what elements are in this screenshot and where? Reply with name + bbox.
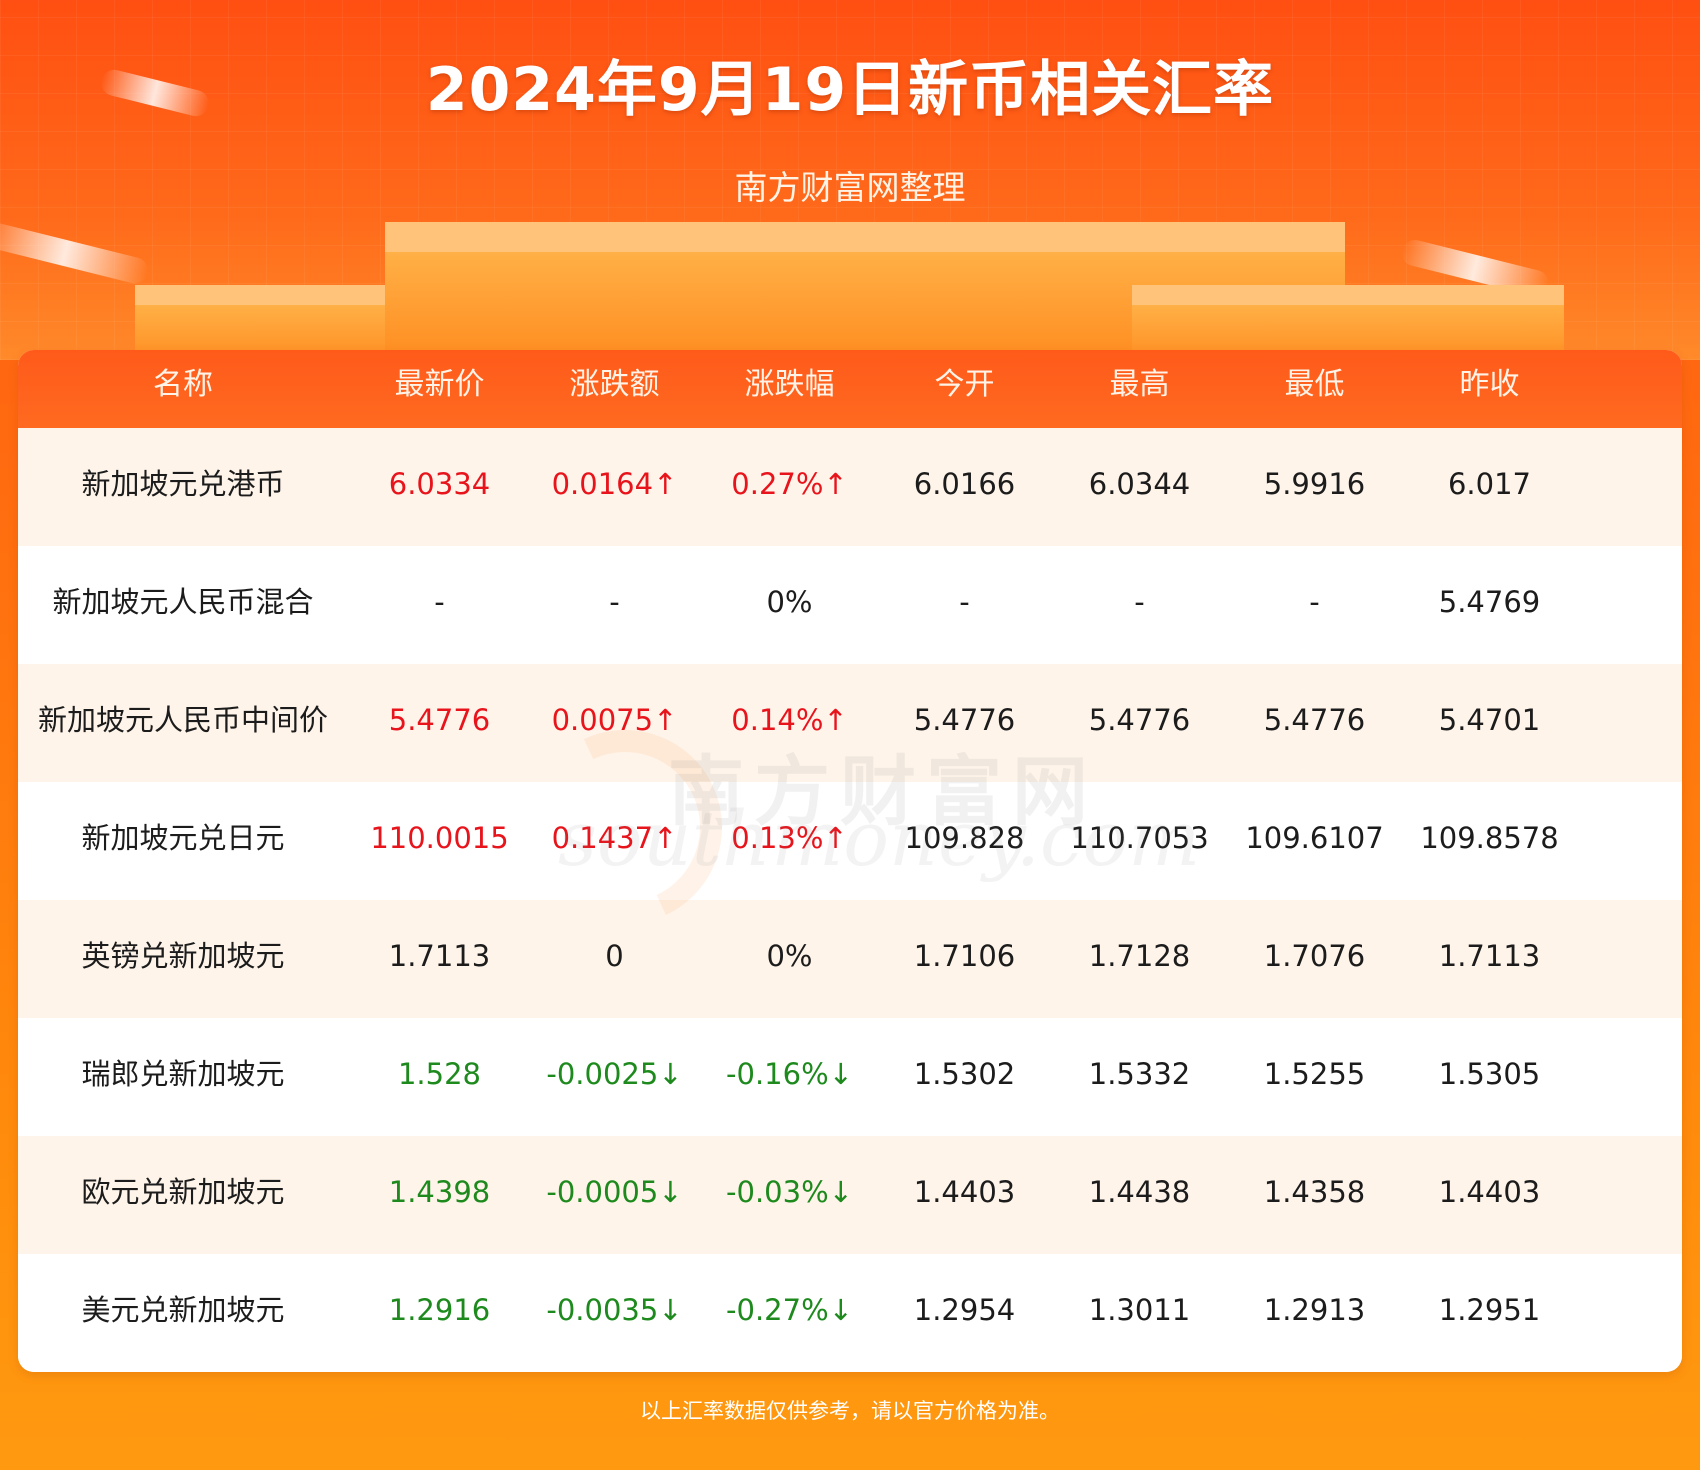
cell-prev-close: 6.017 xyxy=(1447,467,1532,501)
table-row: 英镑兑新加坡元 1.7113 0 0% 1.7106 1.7128 1.7076 1.7113 xyxy=(18,900,1682,1018)
cell-latest: 1.528 xyxy=(397,1057,482,1091)
cell-latest: 1.2916 xyxy=(388,1293,491,1327)
cell-prev-close: 1.5305 xyxy=(1438,1057,1541,1091)
cell-prev-close: 1.2951 xyxy=(1438,1293,1541,1327)
cell-latest: 5.4776 xyxy=(388,703,491,737)
table-row: 新加坡元兑港币 6.0334 0.0164↑ 0.27%↑ 6.0166 6.0344 5.… xyxy=(18,428,1682,546)
cell-open: 109.828 xyxy=(904,821,1025,855)
cell-low: 1.4358 xyxy=(1263,1175,1366,1209)
cell-change-pct: 0% xyxy=(766,939,813,973)
cell-change: 0.0164↑ xyxy=(551,467,678,501)
light-streak xyxy=(0,219,151,287)
cell-low: 109.6107 xyxy=(1245,821,1384,855)
cell-low: 5.9916 xyxy=(1263,467,1366,501)
cell-name: 新加坡元人民币中间价 xyxy=(37,703,328,737)
cell-open: 1.4403 xyxy=(913,1175,1016,1209)
column-header-high: 最高 xyxy=(1109,367,1170,402)
cell-change-pct: -0.03%↓ xyxy=(726,1175,853,1209)
cell-high: 1.5332 xyxy=(1088,1057,1191,1091)
cell-high: 1.4438 xyxy=(1088,1175,1191,1209)
cell-low: 1.2913 xyxy=(1263,1293,1366,1327)
cell-high: 1.3011 xyxy=(1088,1293,1191,1327)
rates-table-card: 名称 最新价 涨跌额 涨跌幅 今开 最高 最低 昨收 新加坡元兑港币 6.0334… xyxy=(18,350,1682,1372)
column-header-low: 最低 xyxy=(1284,367,1345,402)
cell-change: -0.0035↓ xyxy=(546,1293,683,1327)
column-header-latest: 最新价 xyxy=(394,367,485,402)
table-body: 新加坡元兑港币 6.0334 0.0164↑ 0.27%↑ 6.0166 6.0344 5.… xyxy=(18,428,1682,1372)
table-row: 新加坡元兑日元 110.0015 0.1437↑ 0.13%↑ 109.828 110.7… xyxy=(18,782,1682,900)
cell-latest: - xyxy=(434,585,445,619)
table-row: 欧元兑新加坡元 1.4398 -0.0005↓ -0.03%↓ 1.4403 1.4438… xyxy=(18,1136,1682,1254)
cell-name: 新加坡元兑港币 xyxy=(81,467,285,501)
table-row: 新加坡元人民币中间价 5.4776 0.0075↑ 0.14%↑ 5.4776 5.477… xyxy=(18,664,1682,782)
column-header-change: 涨跌额 xyxy=(569,367,660,402)
decor-platform-right xyxy=(1132,285,1564,360)
cell-name: 新加坡元人民币混合 xyxy=(52,585,314,619)
cell-high: 110.7053 xyxy=(1070,821,1209,855)
cell-change: -0.0025↓ xyxy=(546,1057,683,1091)
cell-change-pct: 0% xyxy=(766,585,813,619)
cell-change-pct: -0.27%↓ xyxy=(726,1293,853,1327)
cell-prev-close: 1.4403 xyxy=(1438,1175,1541,1209)
cell-change: 0.1437↑ xyxy=(551,821,678,855)
cell-latest: 1.7113 xyxy=(388,939,491,973)
cell-change-pct: 0.13%↑ xyxy=(731,821,848,855)
cell-high: 6.0344 xyxy=(1088,467,1191,501)
cell-high: 1.7128 xyxy=(1088,939,1191,973)
cell-latest: 110.0015 xyxy=(370,821,509,855)
cell-change: -0.0005↓ xyxy=(546,1175,683,1209)
cell-open: 1.5302 xyxy=(913,1057,1016,1091)
cell-prev-close: 109.8578 xyxy=(1420,821,1559,855)
cell-change-pct: 0.14%↑ xyxy=(731,703,848,737)
cell-low: - xyxy=(1309,585,1320,619)
column-header-change-pct: 涨跌幅 xyxy=(744,367,835,402)
cell-high: - xyxy=(1134,585,1145,619)
cell-open: - xyxy=(959,585,970,619)
table-header: 名称 最新价 涨跌额 涨跌幅 今开 最高 最低 昨收 xyxy=(18,350,1682,428)
cell-high: 5.4776 xyxy=(1088,703,1191,737)
cell-change-pct: 0.27%↑ xyxy=(731,467,848,501)
cell-name: 新加坡元兑日元 xyxy=(81,821,285,855)
table-row: 美元兑新加坡元 1.2916 -0.0035↓ -0.27%↓ 1.2954 1.3011… xyxy=(18,1254,1682,1372)
table-row: 新加坡元人民币混合 - - 0% - - - 5.4769 xyxy=(18,546,1682,664)
cell-open: 1.7106 xyxy=(913,939,1016,973)
page-title: 2024年9月19日新币相关汇率 xyxy=(425,55,1275,125)
cell-prev-close: 5.4769 xyxy=(1438,585,1541,619)
header-banner: 2024年9月19日新币相关汇率 南方财富网整理 xyxy=(0,0,1700,360)
cell-latest: 6.0334 xyxy=(388,467,491,501)
cell-latest: 1.4398 xyxy=(388,1175,491,1209)
footer-note: 以上汇率数据仅供参考，请以官方价格为准。 xyxy=(640,1399,1060,1423)
cell-change: - xyxy=(609,585,620,619)
cell-low: 1.5255 xyxy=(1263,1057,1366,1091)
page-subtitle: 南方财富网整理 xyxy=(734,168,966,207)
cell-change: 0.0075↑ xyxy=(551,703,678,737)
cell-open: 6.0166 xyxy=(913,467,1016,501)
column-header-name: 名称 xyxy=(153,367,213,402)
cell-open: 1.2954 xyxy=(913,1293,1016,1327)
cell-name: 英镑兑新加坡元 xyxy=(81,939,285,973)
cell-open: 5.4776 xyxy=(913,703,1016,737)
cell-low: 1.7076 xyxy=(1263,939,1366,973)
cell-prev-close: 5.4701 xyxy=(1438,703,1541,737)
cell-name: 欧元兑新加坡元 xyxy=(81,1175,285,1209)
cell-low: 5.4776 xyxy=(1263,703,1366,737)
cell-prev-close: 1.7113 xyxy=(1438,939,1541,973)
cell-change-pct: -0.16%↓ xyxy=(726,1057,853,1091)
column-header-prev-close: 昨收 xyxy=(1459,367,1520,402)
column-header-open: 今开 xyxy=(934,367,995,402)
cell-name: 瑞郎兑新加坡元 xyxy=(81,1057,285,1091)
cell-name: 美元兑新加坡元 xyxy=(81,1293,285,1327)
table-row: 瑞郎兑新加坡元 1.528 -0.0025↓ -0.16%↓ 1.5302 1.5332 1… xyxy=(18,1018,1682,1136)
cell-change: 0 xyxy=(605,939,624,973)
